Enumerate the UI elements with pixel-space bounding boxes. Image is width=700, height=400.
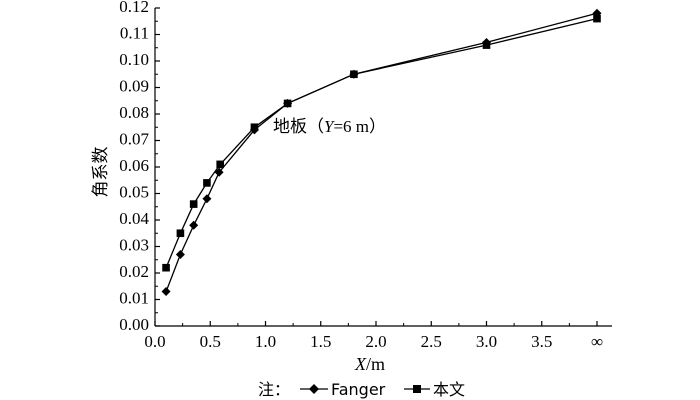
ticks: 0.0 0.5 1.0 1.5 2.0 2.5 3.0 3.5 ∞ 0.00 0.01 0.02 0.0… <box>119 0 603 351</box>
data-point-benwen <box>176 229 185 238</box>
x-tick-label: 0.5 <box>200 332 221 351</box>
x-tick-label: ∞ <box>591 332 603 351</box>
series-line-benwen <box>165 17 598 268</box>
data-point-fanger <box>175 249 185 259</box>
x-tick-label: 2.5 <box>421 332 442 351</box>
y-tick-label: 0.07 <box>119 129 149 148</box>
x-tick-label: 2.0 <box>365 332 386 351</box>
y-tick-label: 0.04 <box>119 209 149 228</box>
y-tick-label: 0.01 <box>119 288 149 307</box>
y-tick-label: 0.12 <box>119 0 149 16</box>
x-tick-label: 1.5 <box>310 332 331 351</box>
y-axis-label: 角系数 <box>91 147 111 198</box>
data-point-benwen <box>189 200 198 208</box>
annotation-var: Y <box>324 117 335 136</box>
legend-benwen-label: 本文 <box>433 380 465 399</box>
y-tick-label: 0.06 <box>119 156 149 175</box>
annotation-prefix: 地板（ <box>273 117 324 137</box>
y-tick-label: 0.03 <box>119 235 149 254</box>
data-point-benwen <box>283 99 292 108</box>
series <box>161 8 602 297</box>
annotation-suffix: =6 m） <box>333 117 386 136</box>
x-tick-label: 3.0 <box>476 332 497 351</box>
legend: 注： Fanger 本文 <box>258 380 465 399</box>
legend-fanger-marker <box>309 384 319 394</box>
y-tick-label: 0.08 <box>119 103 149 122</box>
curve-annotation: 地板（Y=6 m） <box>273 117 386 137</box>
data-point-benwen <box>482 41 491 49</box>
data-point-fanger <box>161 287 171 297</box>
x-axis-label-unit: /m <box>366 354 385 374</box>
x-axis-label: X/m <box>354 354 385 374</box>
y-tick-label: 0.00 <box>119 315 149 334</box>
data-point-benwen <box>593 14 601 23</box>
data-point-benwen <box>216 160 224 169</box>
data-point-fanger <box>202 194 212 204</box>
y-tick-label: 0.11 <box>120 23 149 42</box>
x-tick-label: 3.5 <box>531 332 552 351</box>
data-point-benwen <box>162 263 170 272</box>
y-tick-label: 0.02 <box>119 262 149 281</box>
legend-fanger-label: Fanger <box>331 380 386 399</box>
series-line-fanger <box>165 12 598 292</box>
data-point-benwen <box>350 70 358 79</box>
y-tick-label: 0.05 <box>119 182 149 201</box>
data-point-benwen <box>250 123 259 132</box>
y-tick-label: 0.09 <box>119 76 149 95</box>
data-point-fanger <box>189 220 199 230</box>
x-axis-label-var: X <box>354 354 367 374</box>
y-tick-label: 0.10 <box>119 50 149 69</box>
x-tick-label: 1.0 <box>255 332 276 351</box>
legend-prefix: 注： <box>258 380 290 399</box>
data-point-benwen <box>203 179 211 187</box>
legend-benwen-marker <box>413 385 421 393</box>
x-tick-label: 0.0 <box>144 332 165 351</box>
